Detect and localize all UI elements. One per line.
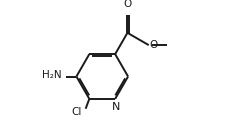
Text: N: N [112, 102, 120, 112]
Text: Cl: Cl [71, 107, 81, 117]
Text: O: O [149, 39, 158, 50]
Text: O: O [123, 0, 132, 9]
Text: H₂N: H₂N [42, 70, 62, 80]
